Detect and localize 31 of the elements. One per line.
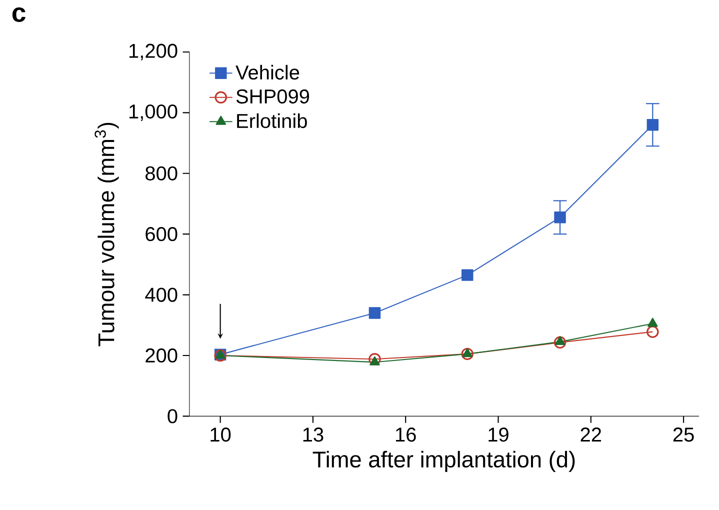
text: c [12,8,26,22]
y-tick-label: 200 [146,348,178,363]
point [554,336,566,346]
x-tick-label: 25 [673,428,694,442]
point [554,212,566,224]
point [461,269,474,282]
y-tick-label: 1,000 [129,104,178,122]
y-tick-label: 800 [146,166,178,181]
y-tick-label: 600 [146,227,178,242]
x-tick-label: 19 [488,428,508,442]
x-tick-label: 16 [396,428,416,442]
y-tick-label: 400 [145,288,178,302]
x-tick-label: 22 [580,428,602,442]
legend-label: Vehicle [236,65,300,80]
point [646,119,659,131]
x-tick-label: 13 [303,428,324,442]
x-tick-label: 10 [210,428,231,442]
point [554,336,566,349]
legend-label: SHP099 [236,90,310,104]
point [648,318,658,328]
y-tick-label: 1,200 [129,44,178,60]
point [368,307,381,320]
point [368,353,381,366]
legend-label: Erlotinib [237,114,307,128]
y-tick-label: 0 [168,409,178,424]
point [646,326,659,338]
y-axis-title: Tumour volume (mm$^{3}$) [94,123,119,346]
point [462,348,473,358]
x-axis-title: Time after implantation (d) [312,451,575,472]
point [370,356,380,366]
point [461,348,474,360]
